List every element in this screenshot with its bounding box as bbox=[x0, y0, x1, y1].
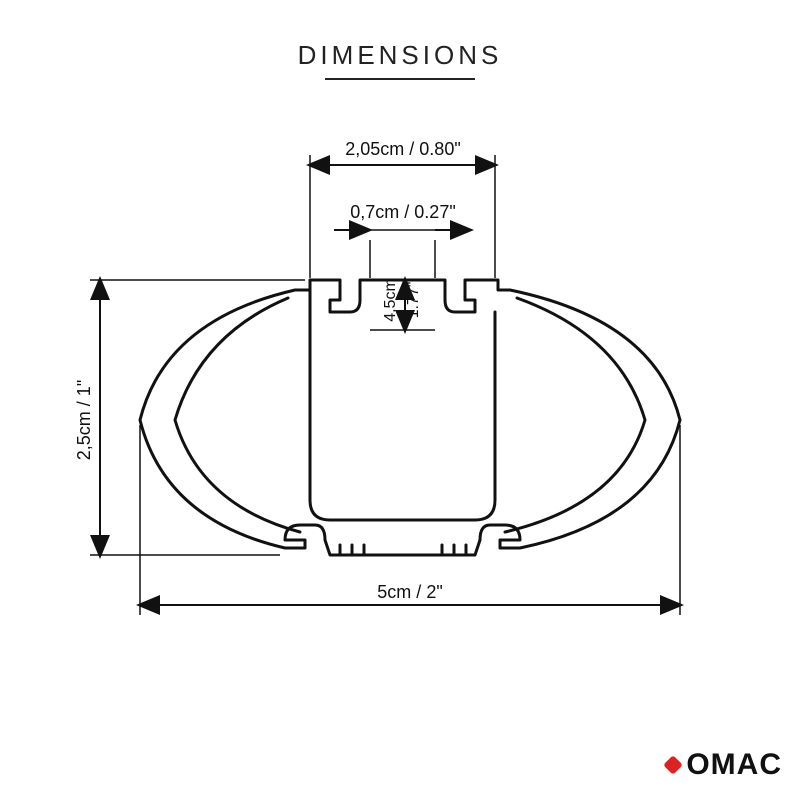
brand-name: OMAC bbox=[686, 748, 782, 781]
brand-accent-icon bbox=[663, 755, 683, 775]
dim-channel-depth: 4,5cm 1.77" bbox=[370, 278, 435, 330]
dim-slot-width: 0,7cm / 0.27" bbox=[334, 202, 470, 278]
dim-slot-label: 0,7cm / 0.27" bbox=[350, 202, 455, 222]
drawing-svg: 5cm / 2" 2,5cm / 1" 2,05cm / 0.80" 0,7cm… bbox=[0, 0, 800, 800]
dim-depth-in: 1.77" bbox=[405, 282, 422, 319]
dim-height-label: 2,5cm / 1" bbox=[74, 380, 94, 460]
dim-channel-label: 2,05cm / 0.80" bbox=[345, 139, 460, 159]
brand-logo: OMAC bbox=[666, 748, 782, 782]
profile-cross-section bbox=[140, 280, 680, 555]
dim-width-label: 5cm / 2" bbox=[377, 582, 442, 602]
dim-depth-cm: 4,5cm bbox=[382, 278, 399, 322]
dim-overall-height: 2,5cm / 1" bbox=[74, 280, 305, 555]
dimension-diagram: { "title": "DIMENSIONS", "brand": "OMAC"… bbox=[0, 0, 800, 800]
